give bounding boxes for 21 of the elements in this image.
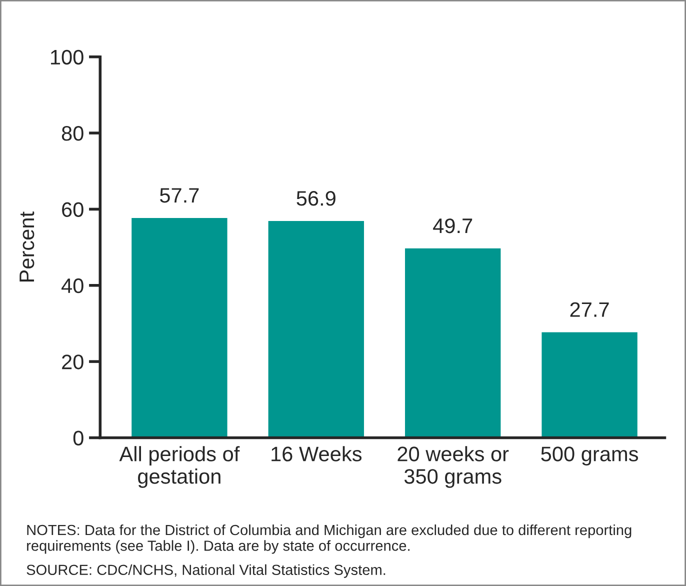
y-tick-label: 20	[62, 354, 84, 370]
data-label: 27.7	[570, 302, 609, 317]
text: NOTES: Data for the District of Columbia and Michigan are excluded due to different reporting requirements (see Table I). Data are by state of occurrence.	[27, 524, 632, 554]
x-tick-label: 500 grams	[541, 446, 638, 466]
x-tick-label: 16 Weeks	[272, 446, 362, 462]
y-tick-label: 80	[62, 126, 84, 141]
bar	[405, 248, 501, 438]
data-label: 57.7	[160, 188, 199, 203]
bar	[542, 332, 638, 438]
y-tick-label: 60	[62, 202, 84, 217]
y-axis-title: Percent	[20, 212, 34, 282]
y-tick-label: 0	[73, 430, 84, 446]
source-note: SOURCE: CDC/NCHS, National Vital Statistics System.	[26, 564, 386, 578]
data-label: 56.9	[296, 191, 336, 206]
bar	[268, 221, 364, 438]
bar	[132, 218, 228, 438]
x-tick-label: All periods of gestation	[119, 446, 240, 488]
y-tick-label: 40	[61, 278, 84, 294]
x-tick-label: 20 weeks or 350 grams	[398, 446, 509, 488]
data-label: 49.7	[433, 218, 472, 234]
y-tick-label: 100	[51, 50, 84, 65]
